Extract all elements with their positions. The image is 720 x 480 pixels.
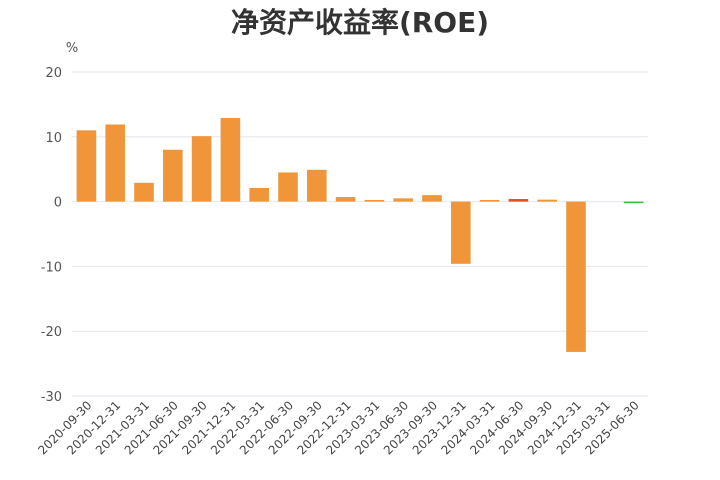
bar <box>76 130 97 202</box>
bar <box>335 197 356 202</box>
y-tick-label: -30 <box>41 390 62 405</box>
y-axis-unit: % <box>66 41 78 56</box>
bar <box>364 200 385 202</box>
bar <box>508 199 529 202</box>
gridlines <box>72 71 648 397</box>
bar <box>134 182 154 202</box>
bar <box>278 172 298 202</box>
y-tick-label: -10 <box>41 260 62 275</box>
y-tick-label: 0 <box>54 196 62 211</box>
y-axis-ticks: 20 10 0 -10 -20 -30 <box>41 66 62 405</box>
bar <box>566 201 586 352</box>
bar <box>220 118 241 202</box>
bar <box>249 187 269 202</box>
bar <box>307 169 327 202</box>
bar <box>422 195 442 202</box>
bar <box>623 201 644 204</box>
y-tick-label: -20 <box>41 325 62 340</box>
bar <box>105 124 125 202</box>
chart-title: 净资产收益率(ROE) <box>231 6 489 39</box>
y-tick-label: 20 <box>45 66 62 81</box>
bar <box>451 201 471 264</box>
y-tick-label: 10 <box>45 131 62 146</box>
bar <box>393 198 413 202</box>
bar <box>191 136 212 202</box>
bar <box>537 199 557 202</box>
bar <box>163 149 183 202</box>
bar <box>479 200 500 202</box>
x-axis-ticks: 2020-09-302020-12-312021-03-312021-06-30… <box>35 398 641 457</box>
bars <box>76 118 644 352</box>
